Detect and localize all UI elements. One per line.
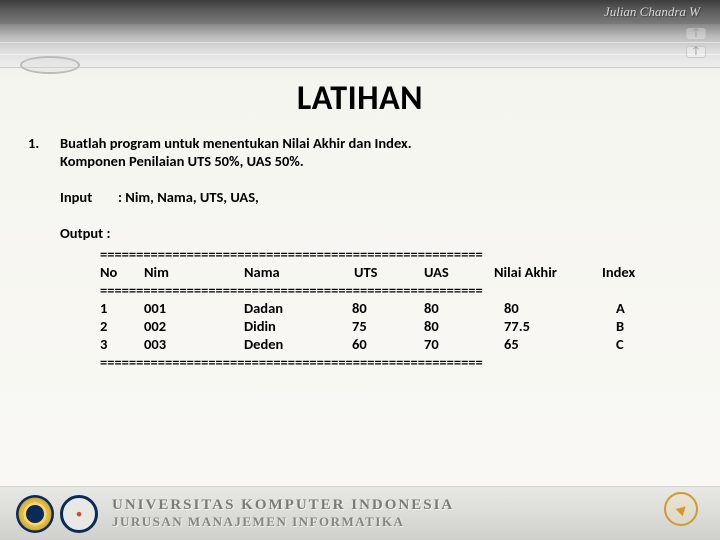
output-label: Output : — [60, 224, 690, 242]
header-index: Index — [602, 263, 652, 281]
cell-nama: Didin — [244, 317, 344, 335]
instruction-line: Komponen Penilaian UTS 50%, UAS 50%. — [60, 152, 690, 170]
header-no: No — [100, 263, 144, 281]
jurusan-logo-icon — [60, 495, 98, 533]
cell-nim: 001 — [144, 299, 244, 317]
header-nim: Nim — [144, 263, 244, 281]
nav-decoration — [20, 56, 80, 74]
cell-index: A — [596, 299, 646, 317]
table-header: No Nim Nama UTS UAS Nilai Akhir Index — [100, 263, 690, 281]
cell-uts: 60 — [344, 335, 416, 353]
cell-no: 1 — [100, 299, 144, 317]
header-uts: UTS — [354, 263, 424, 281]
cell-index: C — [596, 335, 646, 353]
item-number: 1. — [28, 134, 60, 170]
cell-nilai-akhir: 65 — [488, 335, 596, 353]
table-row: 1001Dadan808080A — [100, 299, 690, 317]
cell-nilai-akhir: 80 — [488, 299, 596, 317]
up-arrow-icon — [686, 28, 706, 40]
cell-uts: 80 — [344, 299, 416, 317]
separator-line: ========================================… — [100, 245, 690, 263]
cell-uas: 70 — [416, 335, 488, 353]
nav-icons — [686, 28, 706, 58]
cell-nim: 002 — [144, 317, 244, 335]
cell-no: 3 — [100, 335, 144, 353]
next-arrow-icon[interactable] — [664, 492, 698, 526]
content-area: 1. Buatlah program untuk menentukan Nila… — [28, 134, 690, 371]
cell-uas: 80 — [416, 299, 488, 317]
page-title: LATIHAN — [0, 78, 720, 119]
unikom-logo-icon — [16, 495, 54, 533]
up-arrow-icon — [686, 46, 706, 58]
header-nama: Nama — [244, 263, 354, 281]
top-bar: Julian Chandra W — [0, 0, 720, 24]
header-uas: UAS — [424, 263, 494, 281]
input-label: Input — [60, 188, 118, 206]
footer-university: UNIVERSITAS KOMPUTER INDONESIA — [112, 497, 454, 514]
cell-no: 2 — [100, 317, 144, 335]
cell-uas: 80 — [416, 317, 488, 335]
separator-line: ========================================… — [100, 353, 690, 371]
nav-bar — [0, 24, 720, 68]
cell-nilai-akhir: 77.5 — [488, 317, 596, 335]
input-value: : Nim, Nama, UTS, UAS, — [118, 188, 259, 206]
separator-line: ========================================… — [100, 281, 690, 299]
table-row: 2002Didin758077.5B — [100, 317, 690, 335]
cell-nama: Deden — [244, 335, 344, 353]
footer-department: JURUSAN MANAJEMEN INFORMATIKA — [112, 514, 454, 530]
footer: UNIVERSITAS KOMPUTER INDONESIA JURUSAN M… — [0, 486, 720, 540]
author-name: Julian Chandra W — [604, 4, 700, 20]
cell-nim: 003 — [144, 335, 244, 353]
cell-index: B — [596, 317, 646, 335]
header-nilai-akhir: Nilai Akhir — [494, 263, 602, 281]
instruction-line: Buatlah program untuk menentukan Nilai A… — [60, 134, 690, 152]
table-row: 3003Deden607065C — [100, 335, 690, 353]
cell-nama: Dadan — [244, 299, 344, 317]
cell-uts: 75 — [344, 317, 416, 335]
